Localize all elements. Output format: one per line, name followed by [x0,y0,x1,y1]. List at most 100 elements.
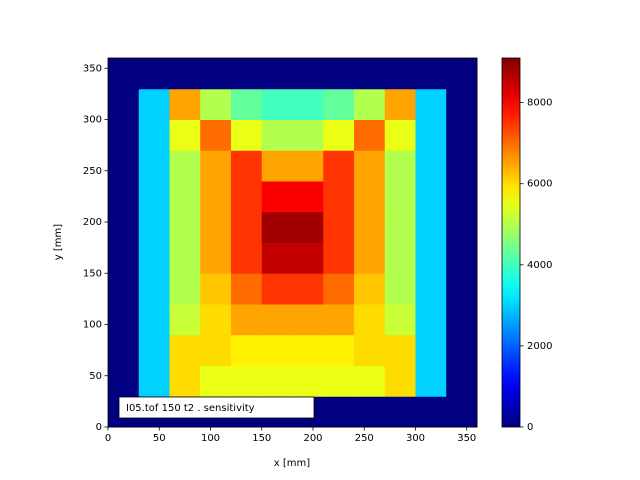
cell [169,211,201,243]
cell [354,181,386,213]
cell [354,211,386,243]
cell [415,58,447,90]
cell [200,334,232,366]
cell [323,242,355,274]
cell [108,365,140,397]
cell [200,181,232,213]
cell [292,334,324,366]
cell [169,334,201,366]
cell [292,242,324,274]
cell [354,150,386,182]
cell [261,242,293,274]
cell [323,396,355,428]
cell [231,242,263,274]
cell [415,150,447,182]
y-tick-label: 300 [83,115,102,126]
cell [138,334,170,366]
cell [231,334,263,366]
x-tick-label: 350 [457,433,476,444]
cell [108,58,140,90]
cell [323,365,355,397]
cell [261,119,293,151]
cell [323,58,355,90]
cell [446,119,478,151]
cell [231,181,263,213]
cell [384,58,416,90]
cell [138,119,170,151]
cell [446,211,478,243]
cell [446,150,478,182]
cell [169,181,201,213]
cell [323,211,355,243]
cell [261,304,293,336]
y-tick-label: 350 [83,63,102,74]
colorbar-tick-label: 6000 [527,179,552,190]
x-tick-label: 50 [153,433,166,444]
axes-frame [107,57,478,428]
cell [415,181,447,213]
cell [231,88,263,120]
annotation: I05.tof 150 t2 . sensitivity [126,403,255,414]
colorbar-tick-label: 8000 [527,98,552,109]
cell [138,365,170,397]
cell [169,273,201,305]
cell [384,88,416,120]
cell [415,365,447,397]
cell [354,365,386,397]
cell [138,58,170,90]
cell [138,181,170,213]
cell [354,334,386,366]
y-tick-label: 100 [83,320,102,331]
cell [261,150,293,182]
cell [261,334,293,366]
cell [108,273,140,305]
cell [323,181,355,213]
cell [415,396,447,428]
cell [231,365,263,397]
cell [231,150,263,182]
cell [200,119,232,151]
cell [292,150,324,182]
cell [415,304,447,336]
cell [138,211,170,243]
cell [446,181,478,213]
cell [169,242,201,274]
cell [200,211,232,243]
x-tick-label: 100 [201,433,220,444]
cell [138,273,170,305]
cell [415,242,447,274]
cell [108,150,140,182]
cell [292,58,324,90]
cell [292,211,324,243]
cell [384,181,416,213]
cell [384,150,416,182]
cell [446,396,478,428]
cell [323,273,355,305]
cell [415,334,447,366]
annotation-box [118,396,315,419]
y-tick-label: 50 [89,371,102,382]
cell [415,273,447,305]
cell [261,365,293,397]
cell [200,58,232,90]
cell [231,58,263,90]
cell [231,119,263,151]
cell [446,304,478,336]
x-tick-label: 150 [252,433,271,444]
cell [138,304,170,336]
x-tick-label: 200 [303,433,322,444]
heatmap [108,58,478,428]
cell [108,119,140,151]
colorbar [501,57,521,428]
cell [446,273,478,305]
cell [323,334,355,366]
cell [323,304,355,336]
cell [169,119,201,151]
cell [169,150,201,182]
cell [384,211,416,243]
cell [446,88,478,120]
cell [292,88,324,120]
cell [108,181,140,213]
cell [384,242,416,274]
